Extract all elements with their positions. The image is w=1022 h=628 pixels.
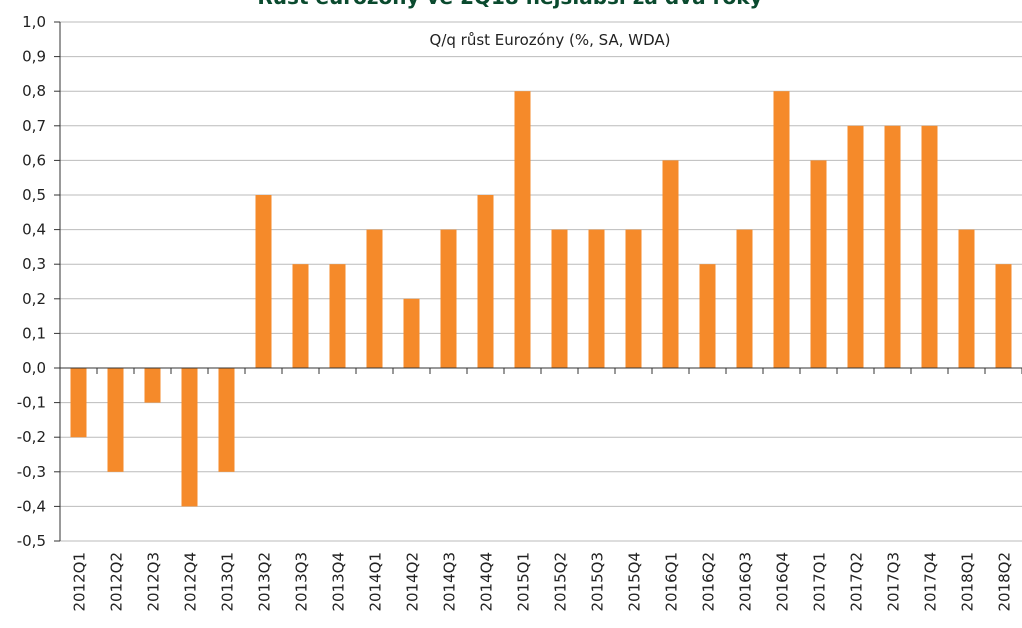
y-tick-label: -0,1	[17, 394, 46, 412]
bar	[181, 368, 198, 507]
x-tick-label: 2013Q3	[293, 552, 311, 612]
x-tick-label: 2012Q4	[182, 552, 200, 612]
x-tick-label: 2014Q4	[478, 552, 496, 612]
bar	[366, 229, 383, 368]
y-tick-label: 0,7	[22, 117, 46, 135]
x-tick-label: 2012Q3	[145, 552, 163, 612]
x-tick-label: 2015Q2	[552, 552, 570, 612]
x-tick-label: 2018Q2	[996, 552, 1014, 612]
bar	[773, 91, 790, 368]
bar	[995, 264, 1012, 368]
bar	[218, 368, 235, 472]
bar	[884, 125, 901, 368]
x-tick-label: 2014Q2	[404, 552, 422, 612]
bar	[588, 229, 605, 368]
x-tick-label: 2015Q3	[589, 552, 607, 612]
y-tick-label: 1,0	[22, 13, 46, 31]
x-tick-label: 2013Q4	[330, 552, 348, 612]
x-tick-label: 2016Q1	[663, 552, 681, 612]
bar	[70, 368, 87, 438]
bar	[847, 125, 864, 368]
x-tick-label: 2016Q3	[737, 552, 755, 612]
y-tick-label: 0,6	[22, 151, 46, 169]
bar	[736, 229, 753, 368]
y-tick-label: -0,3	[17, 463, 46, 481]
x-tick-label: 2018Q1	[959, 552, 977, 612]
y-tick-label: 0,4	[22, 221, 46, 239]
bar	[440, 229, 457, 368]
x-tick-label: 2014Q1	[367, 552, 385, 612]
y-tick-label: 0,9	[22, 48, 46, 66]
x-tick-label: 2013Q2	[256, 552, 274, 612]
y-tick-label: -0,2	[17, 428, 46, 446]
bar	[403, 298, 420, 368]
bar	[958, 229, 975, 368]
chart-subtitle: Q/q růst Eurozóny (%, SA, WDA)	[430, 31, 671, 49]
x-tick-label: 2015Q1	[515, 552, 533, 612]
x-tick-label: 2017Q2	[848, 552, 866, 612]
bar	[662, 160, 679, 368]
y-tick-label: -0,5	[17, 532, 46, 550]
x-tick-label: 2016Q4	[774, 552, 792, 612]
bar	[921, 125, 938, 368]
x-tick-label: 2017Q1	[811, 552, 829, 612]
x-tick-label: 2015Q4	[626, 552, 644, 612]
y-tick-label: 0,8	[22, 82, 46, 100]
bar	[699, 264, 716, 368]
bar	[514, 91, 531, 368]
bar	[477, 195, 494, 368]
y-tick-label: 0,1	[22, 324, 46, 342]
bar	[810, 160, 827, 368]
x-tick-label: 2014Q3	[441, 552, 459, 612]
x-tick-label: 2013Q1	[219, 552, 237, 612]
bar	[329, 264, 346, 368]
x-tick-label: 2017Q3	[885, 552, 903, 612]
x-tick-label: 2012Q1	[71, 552, 89, 612]
y-tick-label: -0,4	[17, 497, 46, 515]
y-tick-label: 0,3	[22, 255, 46, 273]
y-tick-label: 0,5	[22, 186, 46, 204]
x-tick-label: 2016Q2	[700, 552, 718, 612]
y-tick-label: 0,0	[22, 359, 46, 377]
bar	[551, 229, 568, 368]
chart-title: Růst eurozóny ve 2Q18 nejslabší za dva r…	[257, 0, 762, 9]
bar	[144, 368, 161, 403]
bar	[107, 368, 124, 472]
y-tick-label: 0,2	[22, 290, 46, 308]
x-tick-label: 2017Q4	[922, 552, 940, 612]
bar	[255, 195, 272, 368]
x-tick-label: 2012Q2	[108, 552, 126, 612]
bar	[625, 229, 642, 368]
bar	[292, 264, 309, 368]
